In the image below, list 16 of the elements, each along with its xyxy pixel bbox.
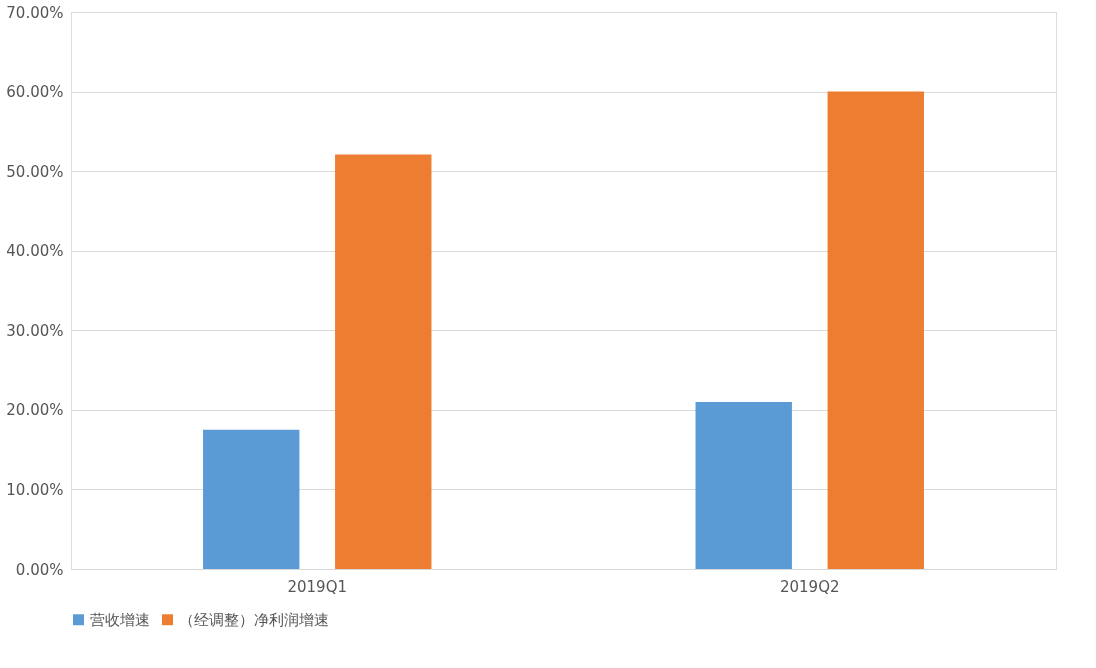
y-tick-label: 20.00% xyxy=(6,401,64,420)
y-tick-label: 50.00% xyxy=(6,162,64,181)
y-tick-label: 10.00% xyxy=(6,480,64,499)
bar xyxy=(827,91,924,569)
y-tick-label: 40.00% xyxy=(6,242,64,261)
x-tick-label: 2019Q2 xyxy=(779,577,840,596)
y-tick-label: 60.00% xyxy=(6,83,64,102)
legend-label: 营收增速 xyxy=(90,610,150,629)
bar xyxy=(203,429,300,569)
bar xyxy=(695,401,792,569)
y-tick-label: 30.00% xyxy=(6,321,64,340)
bar xyxy=(335,154,432,569)
legend-label: （经调整）净利润增速 xyxy=(179,610,329,629)
y-tick-label: 0.00% xyxy=(15,560,64,579)
x-tick-label: 2019Q1 xyxy=(287,577,348,596)
y-tick-label: 70.00% xyxy=(6,3,64,22)
